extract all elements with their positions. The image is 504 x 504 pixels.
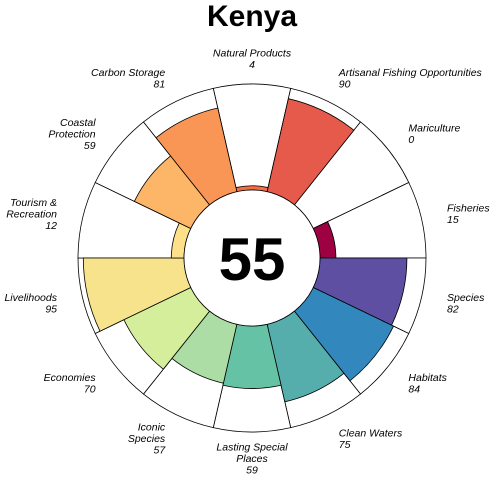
label-clean-waters: Clean Waters 75 — [339, 427, 403, 451]
chart-title: Kenya — [207, 0, 297, 33]
label-economies: Economies 70 — [44, 372, 97, 396]
label-fisheries: Fisheries 15 — [447, 203, 490, 227]
petals — [82, 98, 408, 403]
label-carbon-storage: Carbon Storage 81 — [91, 67, 165, 91]
center-score: 55 — [219, 226, 286, 293]
label-livelihoods: Livelihoods 95 — [4, 292, 57, 316]
label-iconic-species: Iconic Species 57 — [128, 422, 167, 457]
label-natural-products: Natural Products 4 — [213, 47, 292, 71]
center-circle — [183, 189, 321, 327]
label-tourism-recreation: Tourism & Recreation 12 — [6, 197, 57, 232]
label-habitats: Habitats 84 — [408, 372, 447, 396]
label-coastal-protection: Coastal Protection 59 — [48, 117, 96, 152]
label-artisanal-fishing-opportunities: Artisanal Fishing Opportunities 90 — [338, 67, 483, 91]
label-species: Species 82 — [447, 292, 485, 316]
label-mariculture: Mariculture 0 — [408, 123, 460, 147]
goal-labels: Natural Products 4 Artisanal Fishing Oppor… — [4, 47, 490, 476]
label-lasting-special-places: Lasting Special Places 59 — [216, 442, 288, 477]
